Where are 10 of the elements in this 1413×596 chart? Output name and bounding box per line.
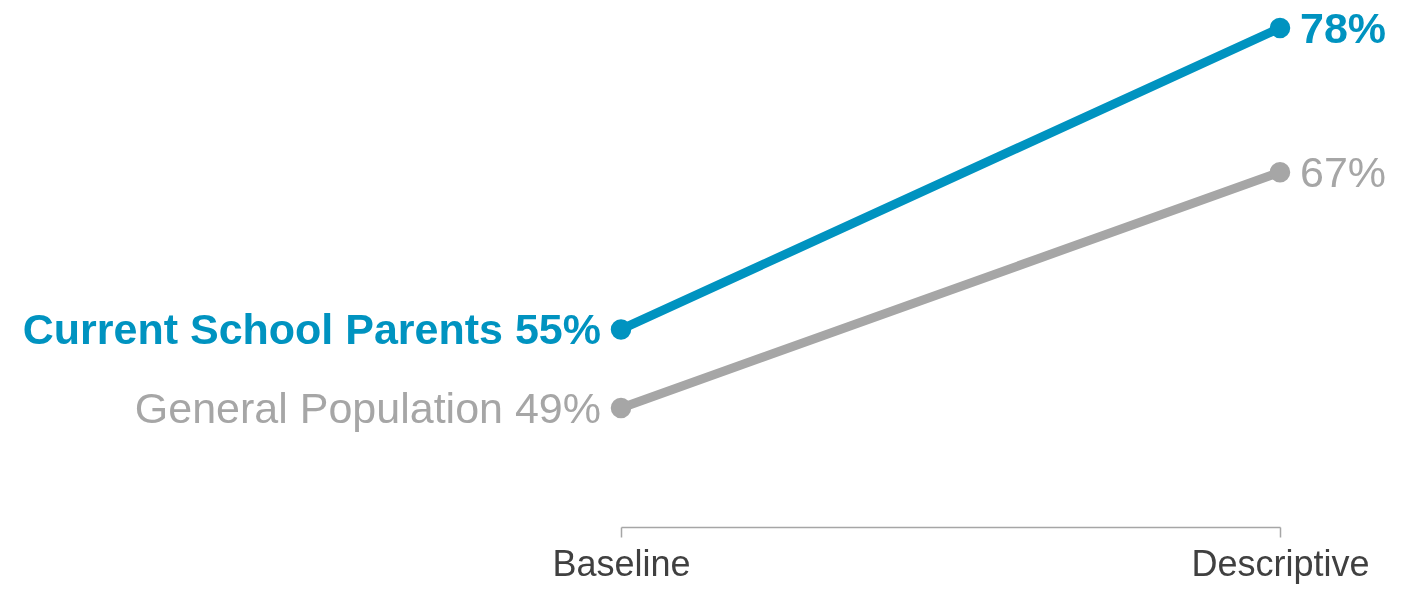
point: [610, 397, 632, 419]
x-tick-label: Descriptive: [1191, 542, 1370, 584]
data-label: 67%: [1300, 148, 1387, 197]
x-tick-label: Baseline: [552, 542, 691, 584]
text: General Population 49%: [134, 384, 601, 432]
text: Current School Parents 55%: [22, 305, 601, 354]
point: [1269, 161, 1291, 183]
point: [1269, 17, 1291, 39]
data-label: 78%: [1300, 4, 1387, 52]
point: [610, 319, 632, 340]
